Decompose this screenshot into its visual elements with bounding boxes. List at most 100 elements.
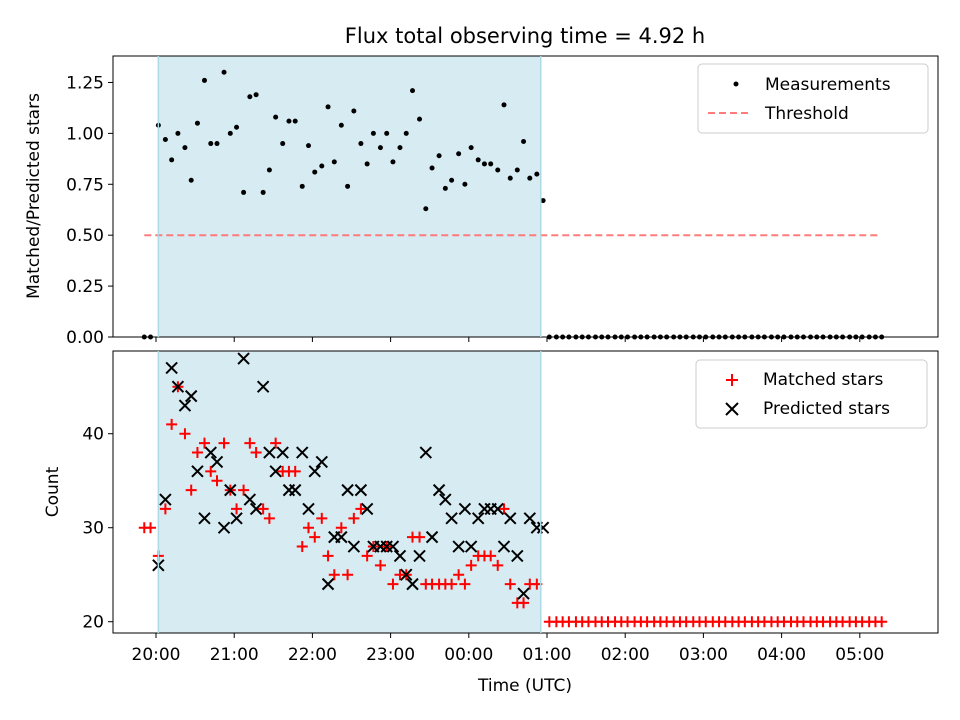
matched-star-point [159,503,171,515]
measurement-point [488,161,494,167]
measurement-point [273,114,279,120]
measurement-point [397,145,403,151]
measurement-point [527,175,533,181]
measurement-point [214,141,220,147]
predicted-star-point [308,465,321,478]
bottom-x-tick-label: 23:00 [366,645,415,665]
matched-star-point [316,512,328,524]
bottom-y-ticks: 20 30 40 [82,425,113,633]
measurement-point [390,159,396,165]
matched-star-point [211,475,223,487]
predicted-star-point [191,465,204,478]
measurement-point [384,130,390,136]
measurement-point [234,124,240,130]
measurement-point [534,171,540,177]
bottom-x-tick-label: 04:00 [757,645,806,665]
predicted-star-point [302,502,315,516]
measurement-point [253,92,259,98]
measurement-point [208,141,214,147]
predicted-star-point [256,380,270,393]
measurement-point [358,141,364,147]
measurement-point [449,177,455,183]
matched-star-point [238,484,250,496]
predicted-star-point [419,446,433,459]
bottom-legend: Matched stars Predicted stars [695,359,928,429]
measurement-point [182,145,188,151]
predicted-star-point [288,483,302,497]
top-y-tick-label: 1.25 [66,73,104,93]
measurement-point [292,118,298,124]
matched-star-point [244,437,256,449]
matched-star-point [302,522,314,534]
predicted-star-point [523,512,537,525]
top-y-ticks: 0.00 0.25 0.50 0.75 1.00 1.25 [66,73,113,348]
matched-star-point [446,578,458,590]
predicted-star-point [458,502,472,516]
predicted-star-point [432,483,446,497]
bottom-y-axis-label: Count [43,466,63,517]
bottom-panel: 20 30 40 20:00 21:00 22:00 23:00 00:00 01:00 02:… [43,350,939,696]
measurement-point [468,145,474,151]
matched-star-point [328,569,340,581]
legend-matched-marker [726,374,738,386]
predicted-star-point [204,446,217,459]
matched-star-point [387,578,399,590]
predicted-star-point [536,521,550,534]
top-y-tick-label: 1.00 [66,124,104,144]
bottom-x-tick-label: 05:00 [835,645,884,665]
measurement-point [286,118,292,124]
legend-measurements-marker [733,81,739,87]
matched-star-point [191,447,203,459]
bottom-x-tick-label: 01:00 [523,645,572,665]
matched-star-point [504,578,516,590]
predicted-star-point [178,399,192,412]
measurement-point [351,108,357,114]
measurement-point [188,177,194,183]
predicted-star-point [230,512,243,525]
predicted-star-point [393,549,407,563]
measurement-point [331,159,337,165]
predicted-star-point [263,446,276,459]
predicted-star-point [184,389,198,403]
predicted-star-point [217,521,231,534]
predicted-star-point [315,455,328,469]
matched-star-point [296,541,308,553]
measurement-point [345,183,351,189]
bottom-x-tick-label: 00:00 [444,645,493,665]
measurement-point [221,69,227,75]
matched-star-point [231,503,243,515]
predicted-star-point [347,540,361,553]
matched-star-point [335,522,347,534]
measurement-point [429,165,435,171]
measurement-point [319,163,325,169]
matched-star-point [374,559,386,571]
predicted-star-point [224,483,237,497]
measurement-point [456,151,462,157]
predicted-star-point [321,577,335,591]
bottom-x-tick-label: 22:00 [288,645,337,665]
measurement-point [364,161,370,167]
legend-predicted-label: Predicted stars [763,399,890,419]
predicted-star-point [296,446,309,459]
matched-star-point [309,531,321,543]
measurement-point [201,77,207,83]
matched-star-point [250,447,262,459]
matched-star-point [485,550,497,562]
predicted-star-point [413,549,426,563]
measurement-point [325,104,331,110]
matched-star-point [498,503,510,515]
matched-star-point [465,559,477,571]
matched-star-point [355,503,367,515]
measurement-point [370,130,376,136]
matched-star-point [218,437,230,449]
measurement-point [417,116,423,122]
predicted-star-point [335,530,348,544]
bottom-y-tick-label: 20 [82,613,104,633]
top-y-tick-label: 0.50 [66,226,104,246]
measurement-point [266,167,272,173]
matched-star-point [492,559,504,571]
matched-star-point [185,484,197,496]
top-legend-box [697,63,929,134]
top-legend: Measurements Threshold [697,63,929,134]
predicted-star-point [439,493,452,506]
